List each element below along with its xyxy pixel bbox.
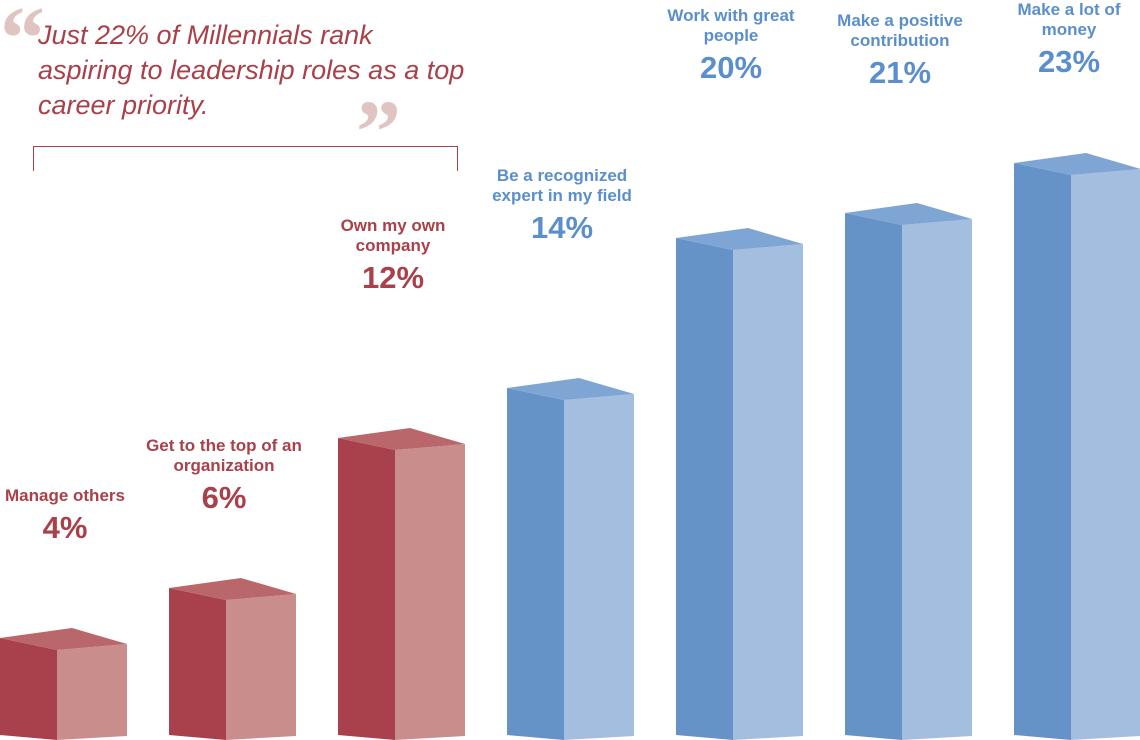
category-label: Own my own company bbox=[340, 216, 446, 255]
bar-label: Make a lot of money 23% bbox=[989, 0, 1140, 82]
bar-right-face bbox=[395, 444, 465, 740]
value-label: 6% bbox=[201, 480, 247, 515]
bar-label: Work with great people 20% bbox=[651, 6, 811, 88]
value-label: 21% bbox=[868, 55, 932, 90]
value-label: 23% bbox=[1037, 44, 1101, 79]
bar-top-face bbox=[676, 228, 803, 250]
category-label: Work with great people bbox=[667, 6, 795, 45]
bar-top-face bbox=[169, 578, 296, 600]
bar-label: Manage others 4% bbox=[0, 486, 130, 548]
bar-right-face bbox=[733, 244, 803, 740]
bar-left-face bbox=[338, 438, 395, 740]
bar-left-face bbox=[0, 638, 57, 740]
bar-top-face bbox=[1014, 153, 1140, 175]
value-label: 14% bbox=[530, 210, 594, 245]
bar-label: Be a recognized expert in my field 14% bbox=[482, 166, 642, 248]
value-label: 20% bbox=[699, 50, 763, 85]
bar-top-face bbox=[845, 203, 972, 225]
category-label: Be a recognized expert in my field bbox=[492, 166, 632, 205]
bar-top-face bbox=[507, 378, 634, 400]
bar-label: Make a positive contribution 21% bbox=[820, 11, 980, 93]
bar-right-face bbox=[1071, 169, 1140, 740]
value-label: 12% bbox=[361, 260, 425, 295]
category-label: Get to the top of an organization bbox=[146, 436, 302, 475]
bar-label: Own my own company 12% bbox=[313, 216, 473, 298]
quote-bracket bbox=[33, 146, 458, 171]
bar-right-face bbox=[57, 644, 127, 740]
category-label: Make a positive contribution bbox=[837, 11, 963, 50]
value-label: 4% bbox=[42, 510, 88, 545]
bar-right-face bbox=[564, 394, 634, 740]
category-label: Manage others bbox=[5, 486, 125, 505]
close-quote-mark: ” bbox=[356, 83, 401, 182]
bar-top-face bbox=[338, 428, 465, 450]
bar-left-face bbox=[676, 238, 733, 740]
open-quote-mark: “ bbox=[0, 0, 45, 88]
bar-left-face bbox=[1014, 163, 1071, 740]
bar-left-face bbox=[507, 388, 564, 740]
bar-top-face bbox=[0, 628, 127, 650]
bar-label: Get to the top of an organization 6% bbox=[144, 436, 304, 518]
category-label: Make a lot of money bbox=[1017, 0, 1121, 39]
quote-text: Just 22% of Millennials rank aspiring to… bbox=[38, 20, 465, 120]
bar-left-face bbox=[845, 213, 902, 740]
bar-right-face bbox=[902, 219, 972, 740]
bar-left-face bbox=[169, 588, 226, 740]
bar-right-face bbox=[226, 594, 296, 740]
